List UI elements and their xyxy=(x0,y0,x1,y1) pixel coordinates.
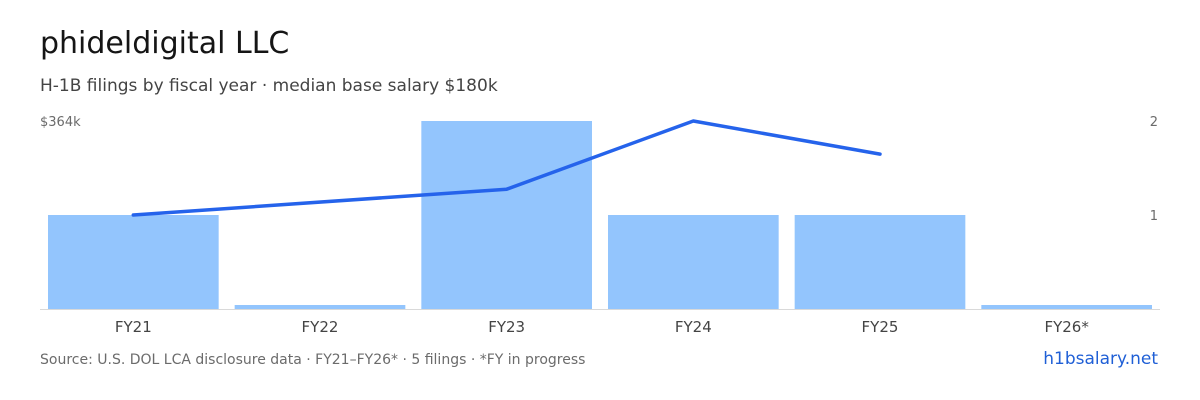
bar-FY24 xyxy=(608,215,779,309)
chart-title: phideldigital LLC xyxy=(40,26,290,61)
y-left-max-label: $364k xyxy=(40,115,81,130)
brand-link[interactable]: h1bsalary.net xyxy=(1043,349,1158,369)
x-tick-label: FY21 xyxy=(115,318,152,336)
bar-FY26* xyxy=(981,305,1152,309)
bar-FY25 xyxy=(794,215,966,309)
bar-FY21 xyxy=(48,215,219,309)
chart-subtitle: H-1B filings by fiscal year · median bas… xyxy=(40,76,498,96)
chart-area: FY21 FY22 FY23 FY24 FY25 FY26* $364k 2 1 xyxy=(40,115,1160,336)
y-right-tick-label: 1 xyxy=(1150,209,1158,224)
x-tick-label: FY26* xyxy=(1044,318,1089,336)
x-tick-label: FY25 xyxy=(862,318,899,336)
x-tick-label: FY22 xyxy=(302,318,339,336)
bar-FY23 xyxy=(421,121,592,309)
x-tick-label: FY23 xyxy=(488,318,525,336)
bar-FY22 xyxy=(234,305,406,309)
x-tick-label: FY24 xyxy=(675,318,712,336)
salary-line xyxy=(131,119,882,217)
source-note: Source: U.S. DOL LCA disclosure data · F… xyxy=(40,352,586,368)
y-right-tick-label: 2 xyxy=(1150,115,1158,130)
